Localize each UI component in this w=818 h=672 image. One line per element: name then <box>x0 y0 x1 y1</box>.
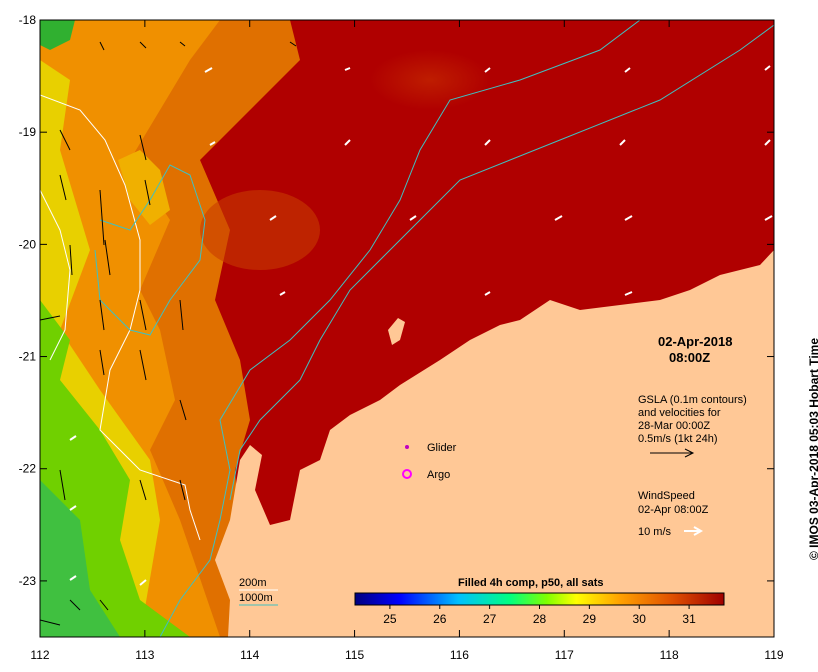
y-tick-label: -23 <box>19 574 37 588</box>
x-tick-label: 119 <box>764 648 783 662</box>
gsla-subtitle: and velocities for <box>638 407 721 419</box>
map-frame <box>39 19 775 638</box>
date-line: 02-Apr-2018 <box>658 334 732 349</box>
map-field <box>40 20 774 637</box>
credit-text: © IMOS 03-Apr-2018 05:03 Hobart Time <box>807 337 818 560</box>
x-tick-label: 117 <box>555 648 574 662</box>
axis-ticks: 112 113 114 115 116 117 118 119 -18 -19 -20 -21 -22 -… <box>19 13 784 662</box>
y-tick-label: -20 <box>19 237 37 251</box>
colorbar-tick-label: 30 <box>633 612 647 626</box>
wind-date: 02-Apr 08:00Z <box>638 504 709 516</box>
sst-blob <box>200 190 320 270</box>
x-tick-label: 118 <box>660 648 679 662</box>
colorbar-tick-label: 25 <box>383 612 397 626</box>
gsla-scale: 0.5m/s (1kt 24h) <box>638 433 717 445</box>
isobath-1000m <box>159 20 641 637</box>
gsla-scale-arrow <box>650 448 695 458</box>
colorbar-tick-label: 31 <box>682 612 696 626</box>
y-tick-label: -22 <box>19 462 37 476</box>
gsla-title: GSLA (0.1m contours) <box>638 394 747 406</box>
y-tick-label: -18 <box>19 13 37 27</box>
island <box>388 318 405 345</box>
colorbar-title: Filled 4h comp, p50, all sats <box>458 577 604 589</box>
x-tick-label: 115 <box>345 648 364 662</box>
x-tick-label: 116 <box>450 648 469 662</box>
x-tick-label: 113 <box>135 648 154 662</box>
isobath-1000m-eddy <box>94 164 206 336</box>
y-tick-label: -21 <box>19 350 37 364</box>
colorbar-tick-label: 27 <box>483 612 497 626</box>
isobath-200-label: 200m <box>239 577 267 589</box>
wind-scale-label: 10 m/s <box>638 526 672 538</box>
y-tick-label: -19 <box>19 125 37 139</box>
land-mass <box>215 250 774 637</box>
isobath-1000-label: 1000m <box>239 592 273 604</box>
colorbar-ticks: 25 26 27 28 29 30 31 <box>383 605 696 626</box>
colorbar-tick-label: 28 <box>533 612 547 626</box>
isobath-200m-west <box>40 189 71 361</box>
colorbar-tick-label: 29 <box>583 612 597 626</box>
isobath-1000m-inner <box>229 24 774 501</box>
sst-cool-corner <box>40 20 75 50</box>
wind-scale-arrow <box>684 526 704 536</box>
colorbar <box>354 592 725 606</box>
wind-vectors <box>69 65 773 586</box>
gsla-date: 28-Mar 00:00Z <box>638 420 710 432</box>
sst-blob <box>370 50 490 110</box>
glider-label: Glider <box>427 442 457 454</box>
sst-coolest-patch <box>40 480 120 637</box>
x-tick-label: 114 <box>240 648 259 662</box>
wind-title: WindSpeed <box>638 490 695 502</box>
current-vectors <box>40 41 297 626</box>
glider-marker <box>405 445 409 449</box>
colorbar-tick-label: 26 <box>433 612 447 626</box>
time-line: 08:00Z <box>669 350 710 365</box>
x-tick-label: 112 <box>30 648 49 662</box>
argo-label: Argo <box>427 469 450 481</box>
argo-marker <box>402 469 412 479</box>
sst-warm-eddy <box>118 150 170 225</box>
